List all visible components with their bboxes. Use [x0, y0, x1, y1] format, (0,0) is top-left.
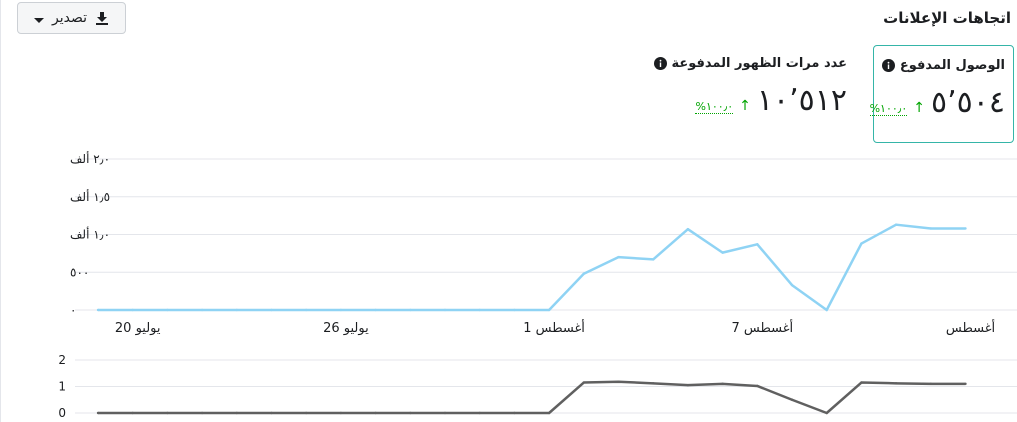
- x-tick-label: 1 أغسطس: [523, 319, 585, 336]
- page-title: اتجاهات الإعلانات: [883, 9, 1011, 27]
- y-tick-label: ٠: [70, 303, 76, 317]
- x-tick-label: أغسطس: [946, 319, 995, 336]
- metric-title: عدد مرات الظهور المدفوعة: [653, 56, 848, 71]
- data-point: [582, 381, 585, 384]
- data-point: [409, 411, 412, 415]
- data-point: [582, 272, 585, 275]
- metric-card-paid-reach[interactable]: الوصول المدفوع ٥٬٥٠٤ ↑ ١٠٠٫٠%: [869, 45, 1014, 143]
- metric-title: الوصول المدفوع: [881, 58, 1005, 73]
- info-icon[interactable]: [881, 59, 895, 72]
- data-point: [96, 411, 100, 415]
- data-point: [443, 308, 447, 312]
- export-button[interactable]: تصدير: [17, 2, 126, 34]
- data-point: [617, 380, 620, 383]
- metric-value: ٥٬٥٠٤: [931, 85, 1005, 120]
- caret-down-icon: [34, 13, 44, 23]
- data-point: [686, 383, 690, 387]
- y-tick-label: ١٫٥ ألف: [70, 189, 110, 204]
- y-tick-label: 2: [58, 353, 66, 367]
- up-arrow-icon: ↑: [739, 98, 751, 114]
- data-point: [756, 243, 759, 246]
- data-point: [964, 227, 967, 230]
- data-point: [374, 308, 377, 312]
- data-point: [652, 258, 655, 261]
- metric-value: ١٠٬٥١٢: [756, 83, 847, 118]
- metric-label: الوصول المدفوع: [899, 58, 1005, 73]
- data-point: [721, 251, 724, 254]
- data-point: [131, 308, 134, 312]
- y-tick-label: ٥٠٠: [70, 265, 89, 279]
- reach-line-chart: ٠ ٥٠٠ ١٫٠ ألف ١٫٥ ألف ٢٫٠ ألف 20 يوليو 26 يولي…: [70, 151, 1017, 336]
- data-point: [686, 228, 690, 231]
- data-point: [409, 308, 412, 312]
- y-tick-label: ١٫٠ ألف: [70, 227, 110, 242]
- data-point: [790, 398, 794, 401]
- data-point: [547, 411, 551, 415]
- data-point: [270, 308, 273, 312]
- metric-change[interactable]: ١٠٠٫٠%: [695, 100, 734, 114]
- x-tick-label: 26 يوليو: [323, 321, 369, 336]
- data-point: [790, 283, 794, 287]
- data-point: [513, 411, 516, 415]
- data-point: [339, 308, 343, 312]
- x-tick-label: 7 أغسطس: [731, 319, 793, 336]
- data-point: [547, 308, 551, 312]
- data-point: [166, 411, 169, 415]
- data-point: [652, 382, 655, 385]
- data-point: [166, 308, 169, 312]
- data-point: [235, 411, 238, 415]
- data-point: [825, 308, 828, 312]
- data-point: [721, 382, 724, 386]
- data-point: [825, 411, 828, 415]
- data-point: [270, 411, 273, 415]
- data-point: [478, 411, 481, 415]
- data-point: [339, 411, 343, 415]
- info-icon[interactable]: [653, 57, 667, 70]
- data-point: [964, 382, 967, 386]
- series-line: [98, 380, 966, 415]
- data-point: [894, 223, 898, 226]
- data-point: [929, 227, 932, 230]
- download-icon: [95, 11, 109, 25]
- y-tick-label: 0: [58, 406, 66, 420]
- metric-label: عدد مرات الظهور المدفوعة: [671, 56, 848, 71]
- data-point: [894, 382, 898, 385]
- data-point: [200, 308, 204, 312]
- secondary-line-chart: 0 1 2: [58, 353, 1017, 420]
- data-point: [617, 255, 620, 259]
- x-tick-label: 20 يوليو: [115, 321, 161, 336]
- data-point: [443, 411, 447, 415]
- data-point: [860, 242, 863, 245]
- data-point: [305, 411, 308, 415]
- y-tick-label: 1: [58, 380, 66, 394]
- data-point: [756, 384, 759, 388]
- data-point: [513, 308, 516, 312]
- data-point: [131, 411, 134, 415]
- data-point: [305, 308, 308, 312]
- series-line: [98, 223, 966, 312]
- left-border: [0, 0, 1, 422]
- metric-change[interactable]: ١٠٠٫٠%: [869, 102, 908, 116]
- data-point: [374, 411, 377, 415]
- up-arrow-icon: ↑: [913, 100, 925, 116]
- data-point: [929, 382, 932, 386]
- data-point: [200, 411, 204, 415]
- data-point: [478, 308, 481, 312]
- y-tick-label: ٢٫٠ ألف: [70, 151, 110, 166]
- metric-card-paid-impressions[interactable]: عدد مرات الظهور المدفوعة ١٠٬٥١٢ ↑ ١٠٠٫٠%: [653, 56, 848, 136]
- export-button-label: تصدير: [52, 10, 88, 26]
- data-point: [235, 308, 238, 312]
- data-point: [860, 381, 863, 384]
- data-point: [96, 308, 100, 312]
